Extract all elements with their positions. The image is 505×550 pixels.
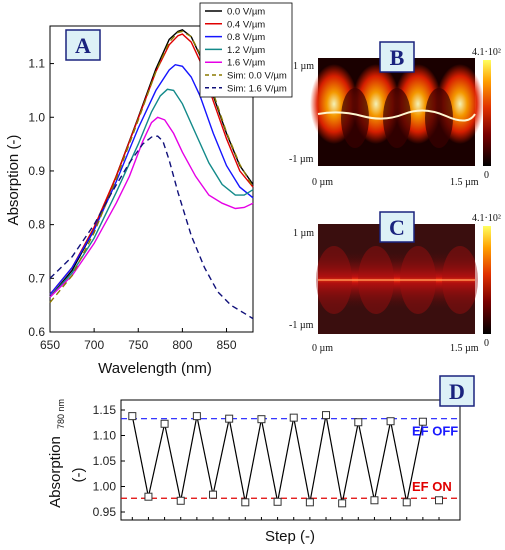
panel-d-y-axis: 0.95 1.00 1.05 1.10 1.15 bbox=[93, 403, 125, 519]
y-tick-label: 0.8 bbox=[28, 218, 45, 232]
data-point-marker bbox=[370, 496, 379, 505]
data-point-marker bbox=[418, 417, 427, 426]
panel-b-y-top: 1 µm bbox=[293, 61, 314, 72]
panel-b-label-box: B bbox=[379, 41, 415, 73]
y-tick-label: 1.15 bbox=[93, 403, 117, 417]
panel-d-series bbox=[128, 411, 444, 508]
data-point-marker bbox=[241, 498, 250, 507]
data-point-marker bbox=[225, 414, 234, 423]
legend-entry: 1.6 V/µm bbox=[227, 58, 265, 69]
panel-c: 1 µm -1 µm 0 µm 1.5 µm 4.1·10² 0 C bbox=[289, 211, 501, 354]
panel-b-label: B bbox=[390, 45, 405, 70]
y-tick-label: 1.1 bbox=[28, 57, 45, 71]
data-point-marker bbox=[209, 490, 218, 499]
y-tick-label: 0.9 bbox=[28, 164, 45, 178]
field-node bbox=[383, 88, 411, 148]
y-tick-label: 0.6 bbox=[28, 325, 45, 339]
data-point-marker bbox=[128, 412, 137, 421]
panel-b: 1 µm -1 µm 0 µm 1.5 µm 4.1·10² 0 B bbox=[289, 41, 501, 188]
legend-entry: Sim: 1.6 V/µm bbox=[227, 83, 287, 94]
series-line-4 bbox=[49, 116, 254, 298]
y-tick-label: 1.00 bbox=[93, 480, 117, 494]
panel-c-cbar-max: 4.1·10² bbox=[472, 213, 501, 224]
legend-entry: 0.0 V/µm bbox=[227, 7, 265, 18]
data-point-marker bbox=[257, 415, 266, 424]
panel-a-y-label: Absorption (-) bbox=[5, 135, 22, 226]
step-series-line bbox=[131, 414, 424, 504]
ef-off-label: EF OFF bbox=[412, 424, 458, 439]
panel-b-cbar-min: 0 bbox=[484, 170, 489, 181]
panel-d: 0.95 1.00 1.05 1.10 1.15 EF OFF EF ON Step (… bbox=[47, 375, 475, 545]
panel-d-y-label-sub: 780 nm bbox=[56, 399, 66, 429]
x-tick-label: 650 bbox=[40, 338, 60, 352]
panel-b-y-bottom: -1 µm bbox=[289, 154, 314, 165]
legend-entry: Sim: 0.0 V/µm bbox=[227, 71, 287, 82]
panel-d-x-axis bbox=[131, 517, 440, 520]
panel-c-y-top: 1 µm bbox=[293, 228, 314, 239]
panel-c-colorbar bbox=[483, 226, 491, 334]
panel-a-y-axis: 0.6 0.7 0.8 0.9 1.0 1.1 bbox=[28, 57, 54, 339]
y-tick-label: 0.95 bbox=[93, 505, 117, 519]
panel-b-cbar-max: 4.1·10² bbox=[472, 47, 501, 58]
field-node bbox=[341, 88, 369, 148]
x-tick-label: 800 bbox=[172, 338, 192, 352]
x-tick-label: 750 bbox=[128, 338, 148, 352]
panel-d-label: D bbox=[449, 379, 465, 404]
panel-b-colorbar bbox=[483, 60, 491, 166]
data-point-marker bbox=[144, 492, 153, 501]
legend-entry: 1.2 V/µm bbox=[227, 45, 265, 56]
panel-c-label-box: C bbox=[379, 211, 415, 243]
data-point-marker bbox=[176, 496, 185, 505]
panel-a-series bbox=[49, 29, 254, 320]
panel-c-x-right: 1.5 µm bbox=[450, 343, 479, 354]
panel-c-field bbox=[316, 246, 478, 314]
y-tick-label: 1.05 bbox=[93, 454, 117, 468]
data-point-marker bbox=[354, 418, 363, 427]
field-node bbox=[425, 88, 453, 148]
legend-entry: 0.4 V/µm bbox=[227, 19, 265, 30]
panel-a-x-axis: 650 700 750 800 850 bbox=[40, 328, 237, 352]
panel-a-label: A bbox=[75, 33, 91, 58]
series-line-5 bbox=[49, 30, 254, 303]
data-point-marker bbox=[273, 497, 282, 506]
data-point-marker bbox=[305, 498, 314, 507]
x-tick-label: 850 bbox=[217, 338, 237, 352]
y-tick-label: 1.10 bbox=[93, 429, 117, 443]
panel-c-cbar-min: 0 bbox=[484, 338, 489, 349]
panel-a-frame bbox=[49, 25, 254, 333]
panel-a-x-label: Wavelength (nm) bbox=[98, 360, 212, 377]
interface-line bbox=[317, 109, 476, 122]
panel-a-label-box: A bbox=[65, 29, 101, 61]
y-tick-label: 0.7 bbox=[28, 271, 45, 285]
panel-c-y-bottom: -1 µm bbox=[289, 320, 314, 331]
panel-c-label: C bbox=[389, 215, 405, 240]
ef-on-label: EF ON bbox=[412, 479, 452, 494]
panel-d-x-label: Step (-) bbox=[265, 528, 315, 545]
panel-d-y-label-main: Absorption bbox=[47, 436, 64, 508]
data-point-marker bbox=[338, 499, 347, 508]
data-point-marker bbox=[322, 411, 331, 420]
panel-b-x-right: 1.5 µm bbox=[450, 177, 479, 188]
data-point-marker bbox=[160, 419, 169, 428]
data-point-marker bbox=[435, 496, 444, 505]
panel-b-field bbox=[310, 64, 484, 148]
panel-d-label-box: D bbox=[439, 375, 475, 407]
panel-d-frame bbox=[120, 399, 461, 521]
panel-a: 0.6 0.7 0.8 0.9 1.0 1.1 650 700 750 800 850 Wavel… bbox=[5, 2, 293, 377]
x-tick-label: 700 bbox=[84, 338, 104, 352]
panel-d-y-label-suffix: (-) bbox=[70, 468, 87, 483]
panel-b-x-left: 0 µm bbox=[312, 177, 333, 188]
panel-c-x-left: 0 µm bbox=[312, 343, 333, 354]
data-point-marker bbox=[192, 412, 201, 421]
data-point-marker bbox=[402, 498, 411, 507]
panel-d-y-label: Absorption 780 nm (-) bbox=[47, 399, 87, 508]
panel-a-legend: 0.0 V/µm0.4 V/µm 0.8 V/µm 1.2 V/µm 1.6 V/µm… bbox=[199, 2, 293, 98]
series-line-6 bbox=[49, 135, 254, 320]
legend-entry: 0.8 V/µm bbox=[227, 32, 265, 43]
y-tick-label: 1.0 bbox=[28, 110, 45, 124]
series-line-3 bbox=[49, 88, 254, 298]
data-point-marker bbox=[289, 413, 298, 422]
data-point-marker bbox=[386, 417, 395, 426]
